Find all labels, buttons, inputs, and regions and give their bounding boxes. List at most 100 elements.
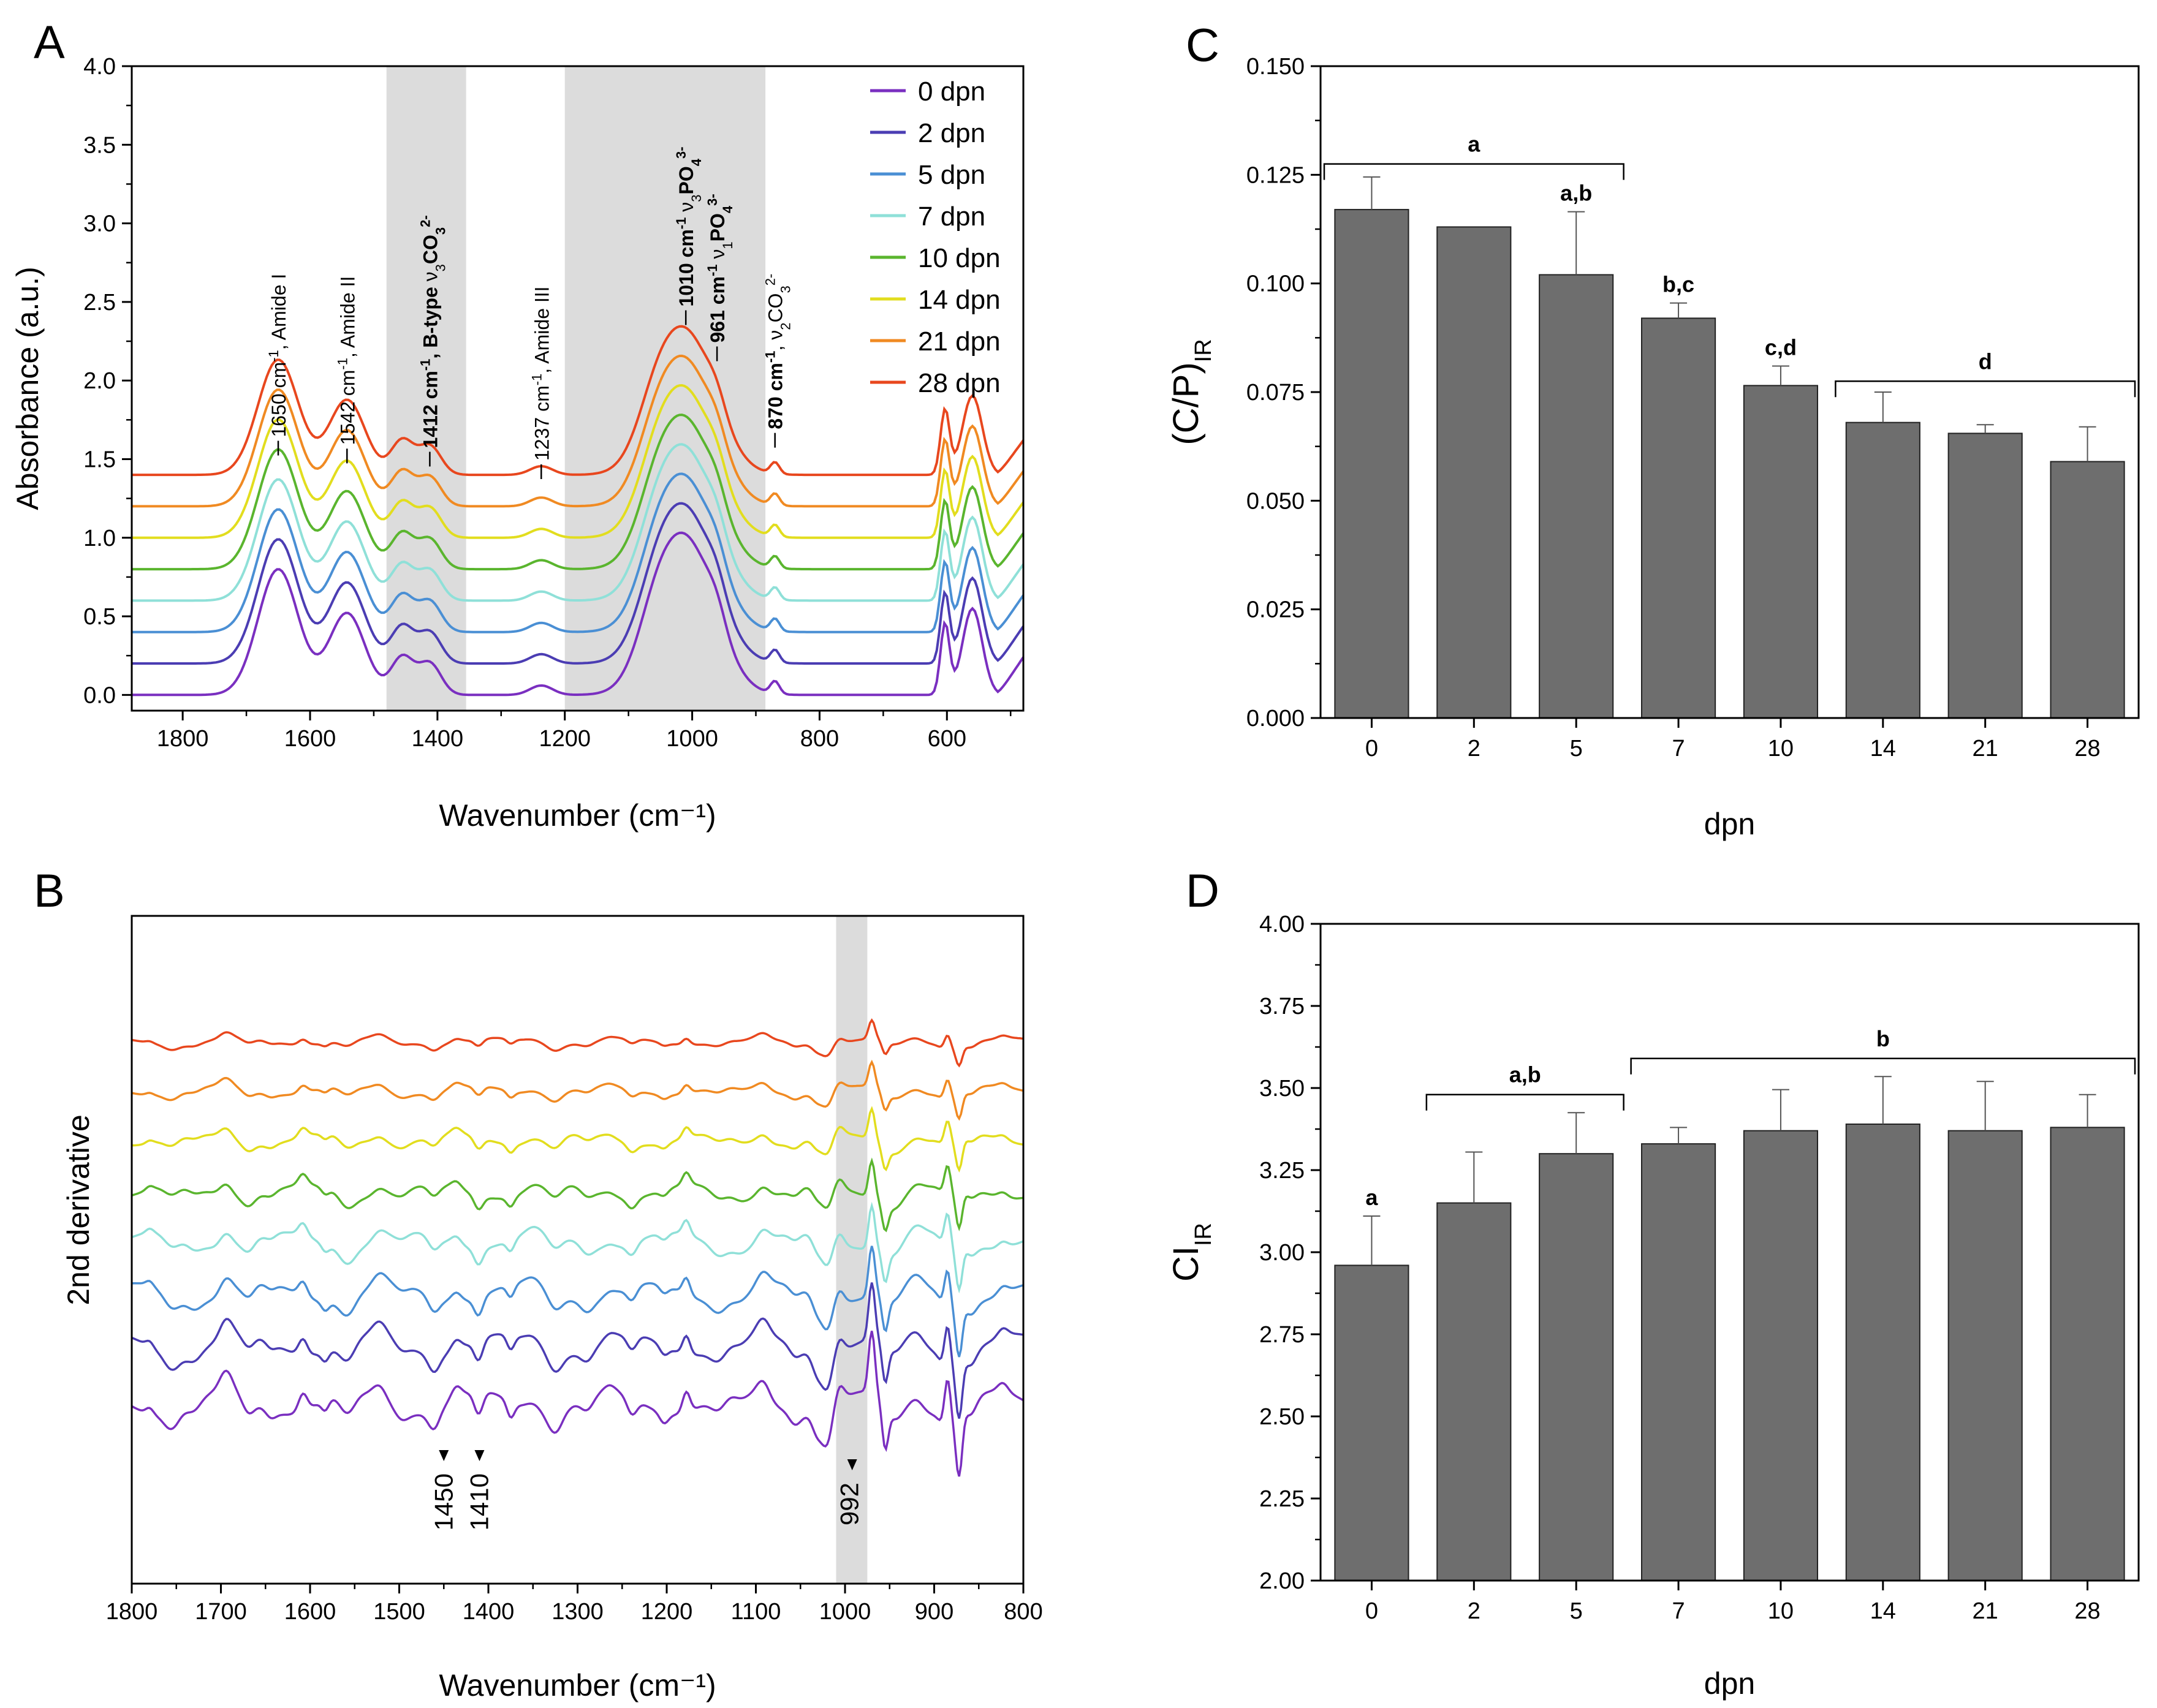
bar-10 [1743,1130,1819,1582]
y-tick-label: 0.150 [1246,54,1305,80]
derivative-line-28-dpn [131,1018,1024,1068]
x-tick-label: 600 [928,726,966,752]
annotation-part: -1 [762,351,778,363]
y-tick-label: 3.00 [1259,1240,1305,1266]
annotation-part: -1 [266,350,281,362]
bar-14 [1845,1123,1920,1581]
annotation-part: 2- [762,274,778,286]
x-tick-label: 1600 [284,726,336,752]
legend-entry: 14 dpn [918,285,1001,315]
spectrum-line-10-dpn [132,414,1025,571]
bar-5 [1539,274,1614,719]
x-axis-label: Wavenumber (cm⁻¹) [439,798,716,833]
significance-label-b: b [1876,1026,1890,1051]
x-tick-label: 1600 [284,1599,336,1625]
marker-arrow-992 [847,1459,857,1470]
y-tick-label: 0.0 [83,682,116,708]
x-tick-label: 28 [2074,736,2100,761]
legend-entry: 0 dpn [918,77,985,107]
annotation-part: 4 [720,205,735,213]
bar-7 [1640,1143,1716,1581]
x-tick-label: 21 [1973,736,1998,761]
legend-entry: 21 dpn [918,327,1001,357]
significance-label-c,d: c,d [1765,334,1797,360]
x-tick-label: 1000 [666,726,718,752]
x-tick-label: 5 [1570,736,1583,761]
y-tick-label: 0.050 [1246,488,1305,514]
x-tick-label: 2 [1468,736,1480,761]
derivative-line-7-dpn [131,1201,1024,1294]
bar-5 [1539,1153,1614,1581]
annotation-part: , Amide II [336,276,358,358]
annotation-part: -1 [705,264,720,276]
annotation-part: 4 [689,158,704,166]
annotation-part: 3- [673,146,689,159]
annotation-part: 3 [433,227,448,235]
peak-annotation-1010: 1010 cm-1 ν3PO43- [673,146,704,306]
annotation-part: 3 [689,195,704,202]
significance-bracket-d [1835,380,2136,398]
peak-annotation-1542: 1542 cm-1, Amide II [335,276,359,445]
y-tick-label: 0.025 [1246,597,1305,623]
x-tick-label: 1200 [539,726,591,752]
x-tick-label: 900 [915,1599,953,1625]
x-axis-label: dpn [1704,1666,1755,1701]
x-tick-label: 0 [1365,1598,1378,1624]
annotation-part: , Amide I [268,274,290,350]
peak-annotation-1650: 1650 cm-1, Amide I [266,274,290,437]
plot-frame [131,65,1025,712]
annotation-part: 1237 cm [531,385,553,461]
annotation-part: 1542 cm [336,370,358,445]
y-tick-label: 2.0 [83,368,116,394]
annotation-part: CO [765,293,787,323]
annotation-part: ν [675,202,697,217]
significance-label-a: a [1365,1185,1378,1210]
shaded-region-1 [564,66,766,711]
spectrum-line-5-dpn [132,472,1025,633]
marker-arrow-1450 [439,1450,449,1461]
y-axis-label: CIIR [1166,1223,1216,1282]
panel-d-crystallinity-chart: a a,b b 2.00 2.25 2.50 2.75 3.00 3.25 3.50 3.75 4.0… [1166,865,2140,1701]
panel-label: C [1186,20,1219,72]
marker-label-1410: 1410 [464,1473,493,1530]
y-tick-label: 1.0 [83,526,116,551]
annotation-part: , ν [765,330,787,351]
annotation-part: -1 [335,358,350,370]
x-tick-label: 14 [1870,736,1896,761]
x-tick-label: 21 [1973,1598,1998,1624]
y-tick-label: 0.075 [1246,380,1305,406]
annotation-part: 2 [778,323,793,330]
annotation-part: PO [675,166,697,194]
annotation-part: 3 [778,285,793,293]
x-tick-label: 10 [1768,736,1794,761]
bar-7 [1640,317,1716,719]
annotation-part: -1 [673,217,689,230]
annotation-part: 961 cm [707,276,729,343]
x-tick-label: 1300 [552,1599,604,1625]
annotation-part: PO [707,213,729,241]
derivative-line-2-dpn [131,1282,1024,1419]
x-tick-label: 1200 [641,1599,693,1625]
annotation-part: 870 cm [765,363,787,429]
x-tick-label: 1800 [157,726,209,752]
annotation-part: CO [419,235,441,264]
annotation-part: , Amide III [531,286,553,373]
spectrum-line-28-dpn [132,325,1025,477]
y-tick-label: 2.5 [83,290,116,316]
x-tick-label: 1700 [195,1599,247,1625]
peak-annotation-870: 870 cm-1, ν2CO32- [762,274,793,429]
x-tick-label: 1100 [731,1599,781,1625]
bar-21 [1947,1130,2023,1582]
y-axis-label: 2nd derivative [61,1114,96,1305]
derivative-line-5-dpn [131,1245,1024,1358]
x-tick-label: 7 [1672,736,1685,761]
shaded-region-0 [386,66,466,711]
shaded-region-0 [836,916,868,1584]
significance-label-a,b: a,b [1509,1062,1541,1087]
y-axis-label-main: CI [1166,1246,1206,1282]
derivative-line-10-dpn [131,1157,1024,1233]
significance-bracket-a [1323,163,1624,180]
significance-bracket-a,b [1425,1094,1624,1111]
